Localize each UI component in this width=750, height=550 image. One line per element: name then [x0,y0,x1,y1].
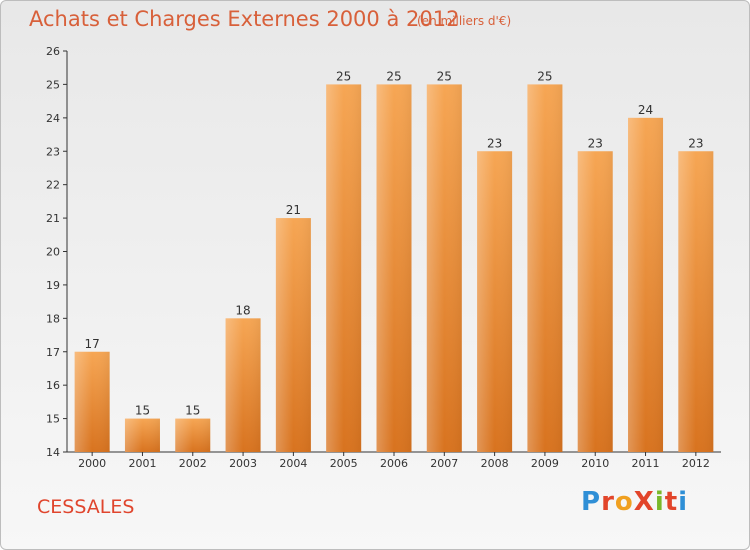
proxiti-logo: ProXiti [581,487,688,517]
x-tick-label-2007: 2007 [430,457,458,470]
bar-shine-2007 [426,84,462,453]
data-label-2006: 25 [386,69,401,83]
bar-shine-2008 [477,151,513,452]
chart-subtitle: (en milliers d'€) [417,14,512,28]
logo-letter: i [678,487,689,517]
x-tick-label-2006: 2006 [380,457,408,470]
logo-letter: P [581,487,602,517]
bar-chart: 14 15 16 17 18 19 20 21 22 23 24 25 26 2000 2001 2002 20… [46,45,721,470]
bar-shine-2002 [175,418,211,452]
logo-letter: X [633,487,655,517]
bar-shine-2012 [678,151,714,452]
bar-shine-2001 [124,418,160,452]
data-label-2002: 15 [185,404,200,418]
data-label-2008: 23 [487,136,502,150]
bar-shine-2005 [326,84,362,453]
logo-letter: i [654,487,665,517]
x-tick-label-2000: 2000 [78,457,106,470]
data-label-2007: 25 [437,69,452,83]
y-tick-label: 25 [46,78,60,91]
data-label-2011: 24 [638,103,653,117]
y-tick-label: 20 [46,246,60,259]
y-tick-label: 22 [46,179,60,192]
y-tick-label: 17 [46,346,60,359]
bar-shine-2006 [376,84,412,453]
bar-shine-2003 [225,318,261,452]
commune-name: CESSALES [37,496,135,518]
x-tick-label-2012: 2012 [682,457,710,470]
data-label-2005: 25 [336,69,351,83]
x-tick-label-2010: 2010 [581,457,609,470]
bar-shine-2000 [74,351,110,452]
x-tick-label-2001: 2001 [128,457,156,470]
x-tick-label-2002: 2002 [179,457,207,470]
logo-letter: r [601,487,615,517]
y-tick-label: 19 [46,279,60,292]
data-label-2000: 17 [85,337,100,351]
x-tick-label-2005: 2005 [330,457,358,470]
x-tick-label-2011: 2011 [632,457,660,470]
bar-shine-2011 [628,117,664,452]
y-tick-label: 18 [46,312,60,325]
y-tick-label: 15 [46,413,60,426]
x-tick-label-2008: 2008 [481,457,509,470]
data-label-2009: 25 [537,69,552,83]
x-tick-label-2009: 2009 [531,457,559,470]
data-label-2012: 23 [688,136,703,150]
data-label-2004: 21 [286,203,301,217]
bar-shine-2004 [275,218,311,452]
data-label-2003: 18 [235,303,250,317]
x-tick-label-2003: 2003 [229,457,257,470]
chart-title: Achats et Charges Externes 2000 à 2012 [29,7,460,31]
y-tick-label: 14 [46,446,60,459]
bar-shine-2010 [577,151,613,452]
data-label-2010: 23 [588,136,603,150]
y-tick-label: 23 [46,145,60,158]
data-label-2001: 15 [135,404,150,418]
logo-letter: o [614,487,634,517]
bar-shine-2009 [527,84,563,453]
y-tick-label: 16 [46,379,60,392]
x-tick-label-2004: 2004 [279,457,307,470]
y-tick-label: 26 [46,45,60,58]
y-tick-label: 21 [46,212,60,225]
y-tick-label: 24 [46,112,60,125]
logo-letter: t [664,487,679,517]
